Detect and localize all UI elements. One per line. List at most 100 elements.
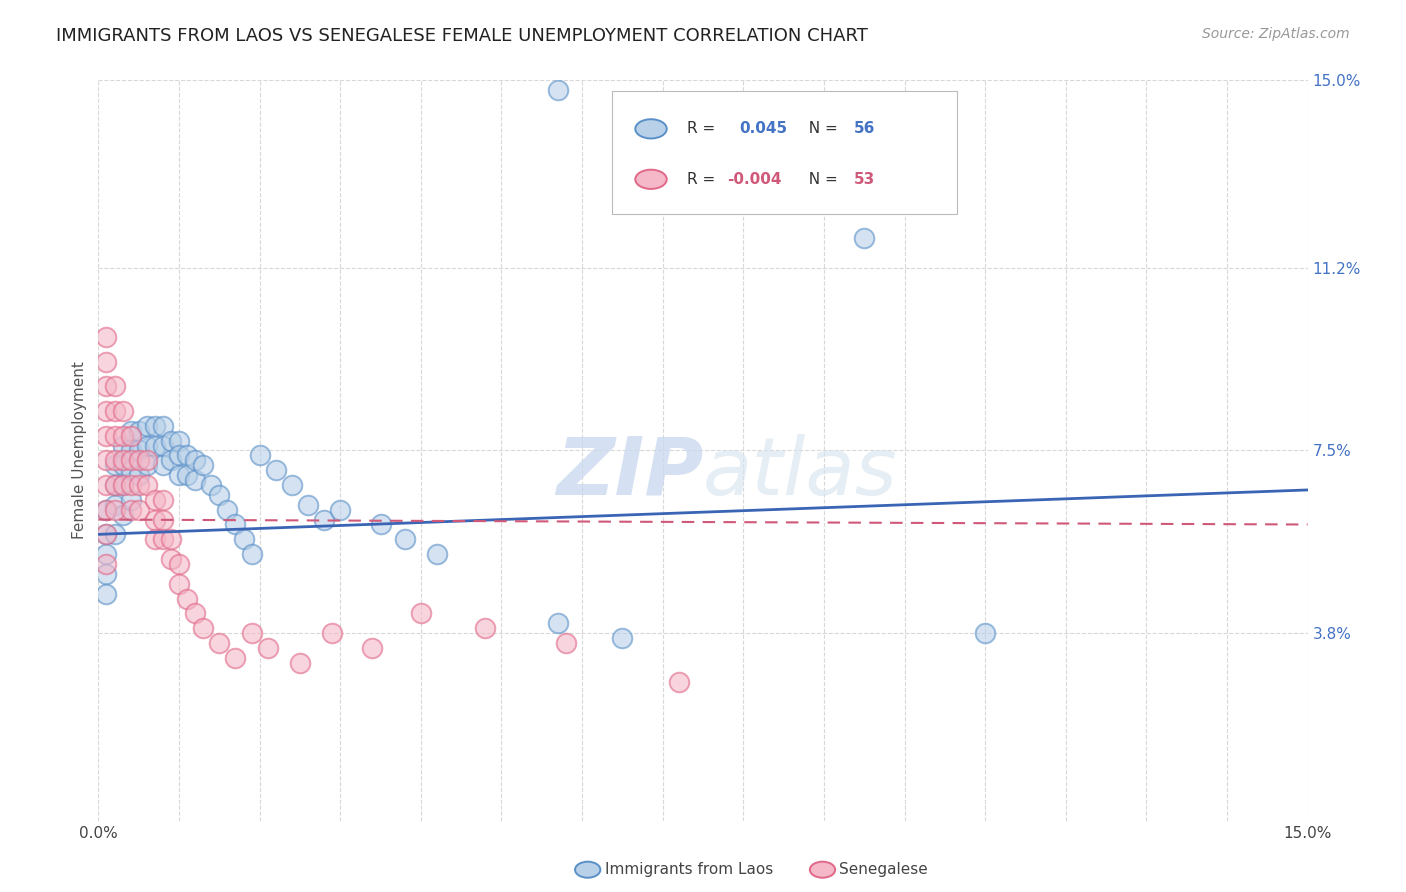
Point — [135, 478, 157, 492]
Point — [120, 443, 142, 458]
Point — [612, 631, 634, 645]
Point — [288, 656, 311, 670]
Text: 56: 56 — [855, 121, 876, 136]
Point — [111, 478, 134, 492]
Point — [96, 527, 118, 541]
Text: -0.004: -0.004 — [727, 172, 782, 186]
Text: Immigrants from Laos: Immigrants from Laos — [605, 863, 773, 877]
FancyBboxPatch shape — [613, 91, 957, 213]
Point — [96, 586, 118, 600]
Point — [143, 512, 166, 526]
Point — [224, 517, 246, 532]
Text: R =: R = — [688, 172, 720, 186]
Point — [96, 547, 118, 561]
Point — [167, 449, 190, 463]
Point — [184, 607, 207, 621]
Point — [135, 458, 157, 473]
Point — [128, 424, 150, 438]
Point — [314, 512, 336, 526]
Point — [96, 502, 118, 516]
Point — [208, 636, 231, 650]
Point — [103, 527, 125, 541]
Point — [96, 379, 118, 393]
Point — [394, 533, 416, 547]
Point — [120, 492, 142, 507]
Point — [240, 547, 263, 561]
Point — [120, 478, 142, 492]
Point — [96, 527, 118, 541]
Point — [160, 453, 183, 467]
Circle shape — [636, 120, 666, 138]
Point — [249, 449, 271, 463]
Text: Senegalese: Senegalese — [839, 863, 928, 877]
Point — [176, 591, 198, 606]
Point — [167, 434, 190, 448]
Point — [120, 428, 142, 442]
Point — [103, 379, 125, 393]
Point — [143, 533, 166, 547]
Point — [152, 418, 174, 433]
Point — [160, 533, 183, 547]
Point — [547, 616, 569, 631]
Point — [120, 424, 142, 438]
Point — [200, 478, 222, 492]
Point — [128, 502, 150, 516]
Point — [240, 626, 263, 640]
Point — [96, 330, 118, 344]
Point — [184, 473, 207, 487]
Point — [555, 636, 578, 650]
Point — [96, 354, 118, 368]
Point — [120, 453, 142, 467]
Point — [547, 83, 569, 97]
Point — [224, 650, 246, 665]
Point — [217, 502, 239, 516]
Point — [143, 438, 166, 452]
Point — [176, 468, 198, 483]
Point — [361, 640, 384, 655]
Y-axis label: Female Unemployment: Female Unemployment — [72, 361, 87, 540]
Text: IMMIGRANTS FROM LAOS VS SENEGALESE FEMALE UNEMPLOYMENT CORRELATION CHART: IMMIGRANTS FROM LAOS VS SENEGALESE FEMAL… — [56, 27, 868, 45]
Point — [321, 626, 343, 640]
Point — [143, 492, 166, 507]
Text: atlas: atlas — [703, 434, 898, 512]
Point — [474, 621, 496, 635]
Text: 53: 53 — [855, 172, 876, 186]
Point — [111, 458, 134, 473]
Point — [111, 404, 134, 418]
Point — [232, 533, 254, 547]
Point — [135, 453, 157, 467]
Point — [128, 478, 150, 492]
Point — [103, 498, 125, 512]
Text: N =: N = — [799, 172, 842, 186]
Point — [96, 428, 118, 442]
Point — [974, 626, 997, 640]
Point — [111, 428, 134, 442]
Text: Source: ZipAtlas.com: Source: ZipAtlas.com — [1202, 27, 1350, 41]
Text: R =: R = — [688, 121, 720, 136]
Point — [256, 640, 278, 655]
Point — [281, 478, 304, 492]
Point — [853, 231, 876, 245]
Point — [297, 498, 319, 512]
Point — [96, 502, 118, 516]
Point — [668, 675, 690, 690]
Text: N =: N = — [799, 121, 842, 136]
Point — [103, 428, 125, 442]
Point — [120, 463, 142, 477]
Point — [160, 434, 183, 448]
Point — [167, 576, 190, 591]
Point — [208, 488, 231, 502]
Point — [143, 418, 166, 433]
Point — [184, 453, 207, 467]
Point — [111, 478, 134, 492]
Point — [103, 458, 125, 473]
Point — [96, 453, 118, 467]
Point — [426, 547, 449, 561]
Point — [103, 404, 125, 418]
Point — [152, 533, 174, 547]
Point — [103, 453, 125, 467]
Point — [111, 508, 134, 522]
Point — [96, 566, 118, 581]
Point — [152, 458, 174, 473]
Point — [167, 557, 190, 571]
